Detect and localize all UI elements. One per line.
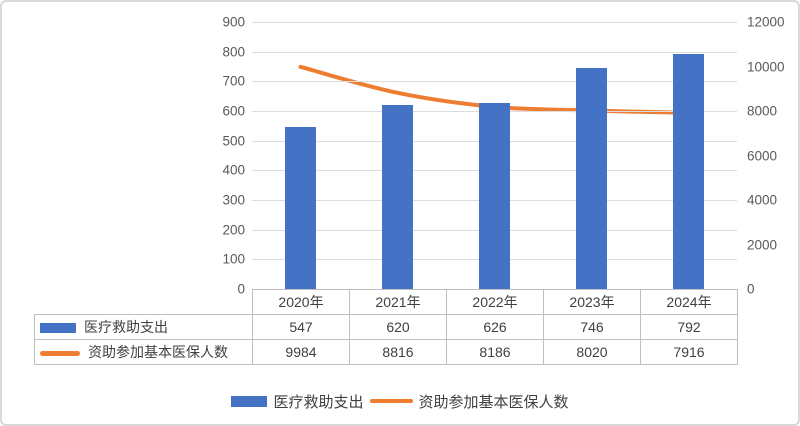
value-cell: 792 (640, 314, 738, 340)
value-cell: 626 (446, 314, 544, 340)
year-header-cell: 2021年 (349, 289, 447, 315)
left-axis-tick-label: 400 (222, 162, 245, 178)
table-series-row: 资助参加基本医保人数 9984 8816 8186 8020 7916 (34, 339, 738, 365)
gridline (252, 22, 737, 23)
bar (479, 103, 510, 289)
legend-item-bar: 医疗救助支出 (231, 391, 364, 412)
line-series-swatch-icon (369, 398, 413, 404)
bar-series-swatch-icon (40, 323, 76, 334)
gridline (252, 81, 737, 83)
data-table: 2020年 2021年 2022年 2023年 2024年医疗救助支出 547 620 626… (34, 289, 738, 365)
series-name-cell: 医疗救助支出 (34, 314, 253, 340)
value-cell: 9984 (252, 339, 350, 365)
left-axis-tick-label: 200 (222, 221, 245, 237)
bar-series-swatch-icon (231, 395, 268, 407)
line-series-swatch-icon (40, 350, 80, 356)
left-axis-tick-label: 500 (222, 132, 245, 148)
year-header-cell: 2024年 (640, 289, 738, 315)
left-axis-tick-label: 0 (237, 281, 245, 297)
value-cell: 8020 (543, 339, 641, 365)
right-axis-tick-label: 4000 (747, 192, 778, 208)
bar (576, 67, 607, 289)
value-cell: 547 (252, 314, 350, 340)
right-axis-tick-label: 2000 (747, 236, 778, 252)
left-axis-tick-label: 700 (222, 73, 245, 89)
right-axis-tick-label: 12000 (747, 14, 785, 30)
legend-label-line: 资助参加基本医保人数 (418, 393, 569, 411)
bar (382, 105, 413, 289)
table-year-header-row: 2020年 2021年 2022年 2023年 2024年 (35, 289, 738, 315)
left-axis-tick-label: 300 (222, 192, 245, 208)
left-axis-tick-label: 600 (222, 103, 245, 119)
value-cell: 620 (349, 314, 447, 340)
right-axis-tick-label: 8000 (747, 103, 778, 119)
right-axis-tick-label: 0 (747, 281, 755, 297)
year-header-cell: 2022年 (446, 289, 544, 315)
value-cell: 7916 (640, 339, 738, 365)
series-name-label: 医疗救助支出 (84, 319, 168, 335)
left-axis-tick-label: 100 (222, 251, 245, 267)
table-series-row: 医疗救助支出 547 620 626 746 792 (34, 314, 738, 340)
legend-label-bar: 医疗救助支出 (273, 393, 364, 411)
right-axis-tick-label: 10000 (747, 58, 785, 74)
bar (673, 54, 704, 289)
bar (285, 126, 316, 289)
right-axis-tick-label: 6000 (747, 147, 778, 163)
chart-legend: 医疗救助支出 资助参加基本医保人数 (2, 390, 798, 412)
year-header-cell: 2023年 (543, 289, 641, 315)
value-cell: 8186 (446, 339, 544, 365)
value-cell: 8816 (349, 339, 447, 365)
value-cell: 746 (543, 314, 641, 340)
legend-item-line: 资助参加基本医保人数 (369, 391, 569, 412)
gridline (252, 51, 737, 53)
series-name-label: 资助参加基本医保人数 (88, 344, 228, 360)
series-name-cell: 资助参加基本医保人数 (34, 339, 253, 365)
left-axis-tick-label: 900 (222, 14, 245, 30)
year-header-cell: 2020年 (252, 289, 350, 315)
left-axis-tick-label: 800 (222, 43, 245, 59)
